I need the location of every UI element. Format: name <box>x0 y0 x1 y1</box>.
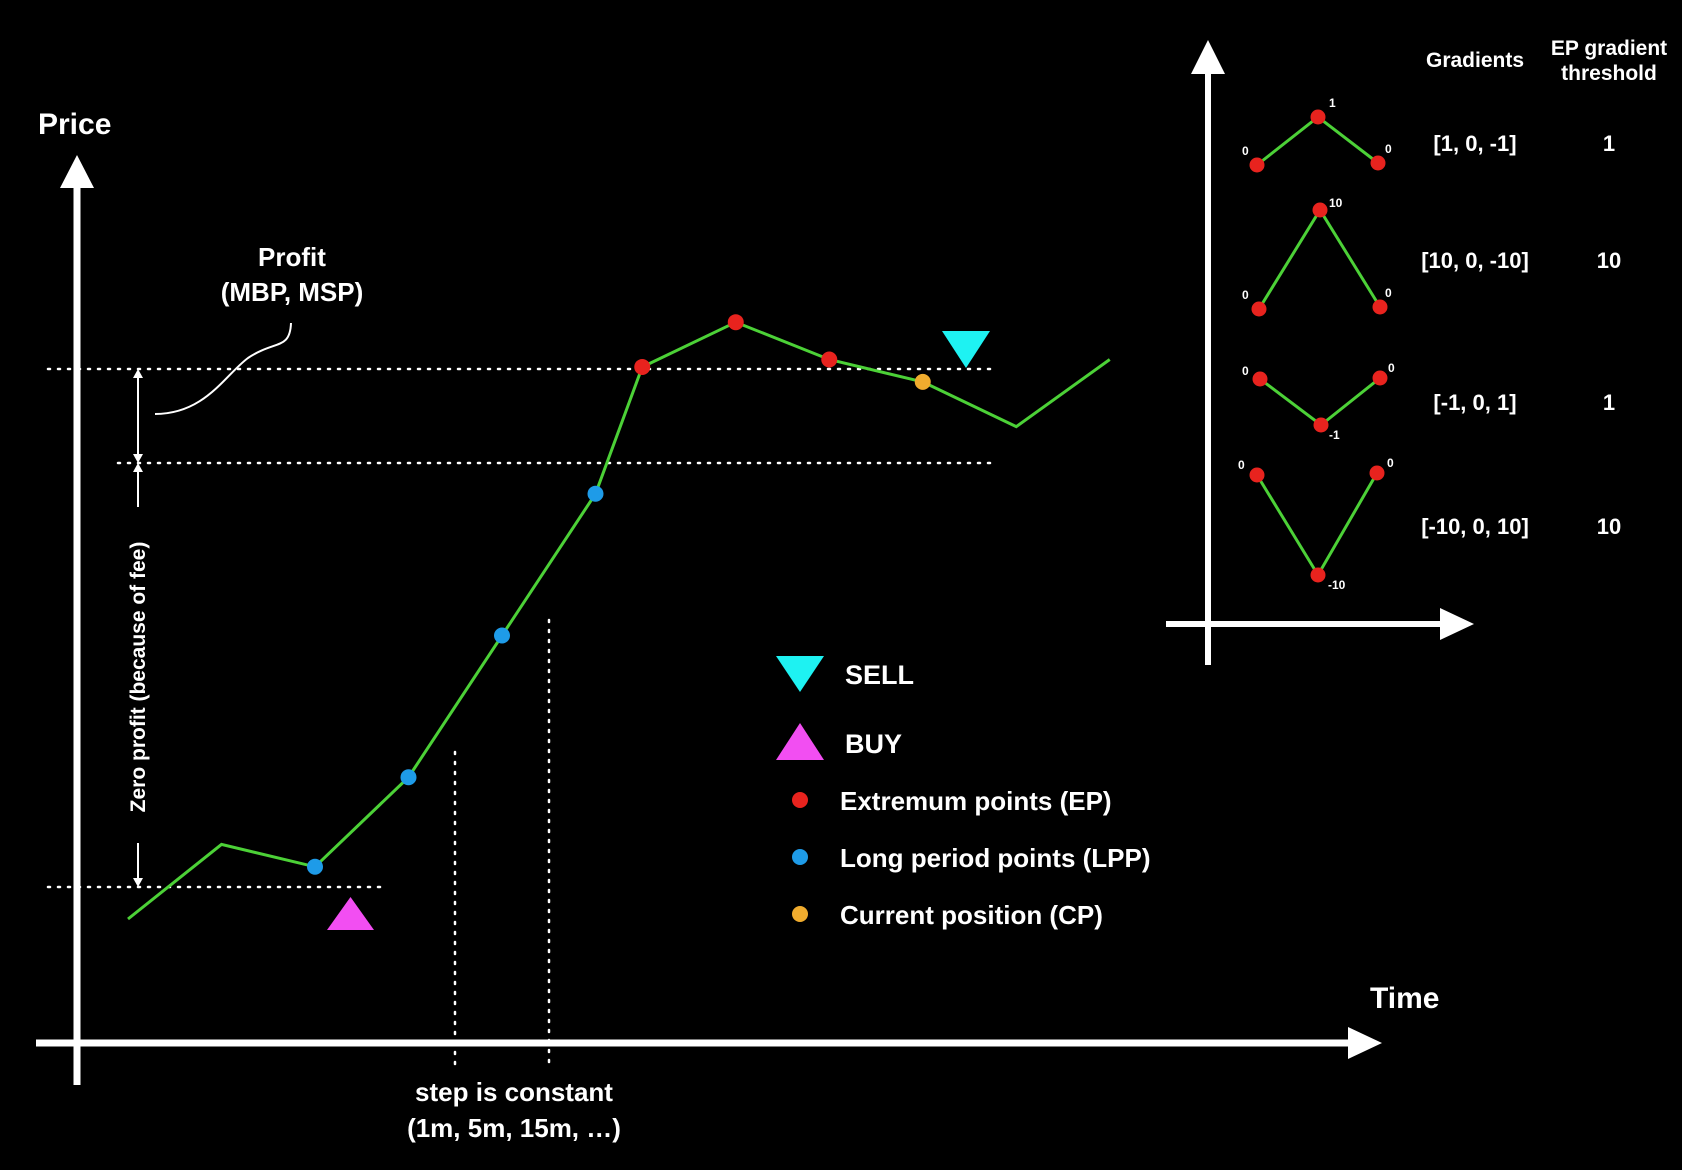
legend-item-buy: BUY <box>776 723 902 760</box>
profit-dimension <box>133 322 292 463</box>
ep-dot <box>1370 155 1386 171</box>
point-label: 0 <box>1238 458 1245 472</box>
ep-dot <box>1372 299 1388 315</box>
legend-label-cp: Current position (CP) <box>840 900 1103 930</box>
ep-dot <box>1251 301 1267 317</box>
buy-triangle-icon <box>776 723 824 760</box>
x-axis-label: Time <box>1370 982 1439 1015</box>
sell-marker <box>942 331 990 368</box>
ep-dot <box>1249 467 1265 483</box>
x-axis-arrow <box>1348 1027 1382 1059</box>
extremum-dot-icon <box>792 792 808 808</box>
y-axis-arrow <box>60 155 94 188</box>
current-position-dot-icon <box>792 906 808 922</box>
gradient-inset: Gradients EP gradient threshold 0 1 0 [1… <box>1166 37 1667 665</box>
point-label: 0 <box>1385 142 1392 156</box>
ep-dot <box>1369 465 1385 481</box>
point-label: 10 <box>1329 196 1343 210</box>
point-label: 0 <box>1242 288 1249 302</box>
legend: SELL BUY Extremum points (EP) Long perio… <box>776 656 1151 930</box>
extremum-point <box>727 314 744 331</box>
point-label: -1 <box>1329 428 1340 442</box>
gradients-value: [10, 0, -10] <box>1421 248 1529 273</box>
gradients-header: Gradients <box>1426 49 1524 72</box>
inset-y-axis-arrow <box>1191 40 1225 74</box>
legend-item-sell: SELL <box>776 656 914 692</box>
threshold-header-line1: EP gradient <box>1551 37 1667 60</box>
sell-triangle-icon <box>776 656 824 692</box>
point-label: 0 <box>1388 361 1395 375</box>
buy-marker <box>327 897 374 930</box>
inset-x-axis-arrow <box>1440 608 1474 640</box>
ep-dot <box>1310 567 1326 583</box>
long-period-point <box>400 769 417 786</box>
ep-dot <box>1252 371 1268 387</box>
long-period-point <box>307 858 323 875</box>
step-label-line1: step is constant <box>415 1077 613 1107</box>
legend-item-ep: Extremum points (EP) <box>792 786 1112 816</box>
long-period-point <box>587 485 604 502</box>
profit-callout-curve <box>154 322 292 415</box>
threshold-header-line2: threshold <box>1561 62 1657 85</box>
gradient-row-4: 0 -10 0 [-10, 0, 10] 10 <box>1238 456 1621 592</box>
point-label: 0 <box>1242 364 1249 378</box>
threshold-value: 1 <box>1603 131 1615 156</box>
ep-dot <box>1310 109 1326 125</box>
legend-label-buy: BUY <box>845 729 902 759</box>
gradient-row-3: 0 -1 0 [-1, 0, 1] 1 <box>1242 361 1615 442</box>
ep-dot <box>1249 157 1265 173</box>
price-series <box>127 314 1111 921</box>
legend-item-lpp: Long period points (LPP) <box>792 843 1151 873</box>
step-label-line2: (1m, 5m, 15m, …) <box>407 1113 621 1143</box>
ep-dot <box>1312 202 1328 218</box>
zero-profit-dimension <box>133 463 143 887</box>
gradients-value: [-10, 0, 10] <box>1421 514 1529 539</box>
extremum-point <box>821 351 838 368</box>
point-label: 0 <box>1385 286 1392 300</box>
extremum-point <box>634 358 651 375</box>
guide-lines <box>46 367 992 1070</box>
long-period-dot-icon <box>792 849 808 865</box>
gradient-row-1: 0 1 0 [1, 0, -1] 1 <box>1242 96 1615 173</box>
threshold-value: 1 <box>1603 390 1615 415</box>
point-label: -10 <box>1328 578 1346 592</box>
point-label: 0 <box>1387 456 1394 470</box>
price-line <box>127 320 1111 921</box>
threshold-value: 10 <box>1597 514 1621 539</box>
profit-label-line2: (MBP, MSP) <box>221 277 364 307</box>
gradients-value: [1, 0, -1] <box>1433 131 1516 156</box>
y-axis-label: Price <box>38 108 111 141</box>
profit-label-line1: Profit <box>258 242 326 272</box>
main-axes: Price Time <box>36 108 1439 1085</box>
legend-item-cp: Current position (CP) <box>792 900 1103 930</box>
ep-dot <box>1313 417 1329 433</box>
current-position-point <box>914 373 931 390</box>
zero-profit-label: Zero profit (because of fee) <box>127 542 150 813</box>
legend-label-sell: SELL <box>845 660 914 690</box>
point-label: 0 <box>1242 144 1249 158</box>
gradients-value: [-1, 0, 1] <box>1433 390 1516 415</box>
threshold-value: 10 <box>1597 248 1621 273</box>
legend-label-ep: Extremum points (EP) <box>840 786 1112 816</box>
ep-dot <box>1372 370 1388 386</box>
gradient-row-2: 0 10 0 [10, 0, -10] 10 <box>1242 196 1621 317</box>
legend-label-lpp: Long period points (LPP) <box>840 843 1151 873</box>
point-label: 1 <box>1329 96 1336 110</box>
long-period-point <box>494 627 510 644</box>
